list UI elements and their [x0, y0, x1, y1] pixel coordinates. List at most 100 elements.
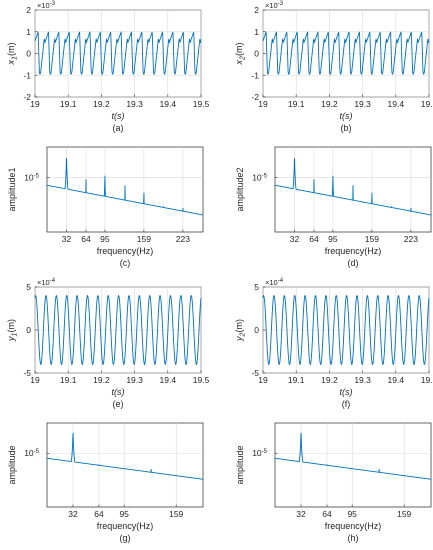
- x-tick-label: 19.4: [160, 375, 177, 385]
- axis-exponent: ×10-4: [37, 278, 56, 287]
- x-tick-label: 19: [258, 99, 268, 109]
- y-tick-label: 10-5: [24, 448, 39, 458]
- axis-exponent: ×10-3: [265, 1, 284, 10]
- x-tick-label: 95: [328, 234, 338, 244]
- y-tick-power: -5: [262, 449, 268, 455]
- x-tick-label: 19.5: [193, 99, 210, 109]
- chart-e: 19 19.1 19.2 19.3 19.4 19.5 -5 0 5 ×10-4 y1(m) t(s)…: [6, 278, 210, 409]
- panel-caption: (c): [120, 258, 131, 268]
- y-label-subscript: 2: [240, 56, 247, 61]
- x-axis-label: frequency(Hz): [97, 521, 154, 531]
- axis-exponent: ×10-4: [265, 278, 284, 287]
- x-tick-label: 95: [347, 509, 357, 519]
- x-axis-label: t(s): [112, 387, 125, 397]
- y-tick-label: 2: [254, 5, 259, 15]
- chart-b: 1919.119.219.319.419.5-2-1012×10-3x2(m)t…: [234, 1, 433, 133]
- x-tick-label: 19.1: [288, 99, 305, 109]
- x-tick-label: 19: [258, 375, 268, 385]
- x-axis-label: frequency(Hz): [325, 521, 382, 531]
- x-tick-label: 19.5: [421, 99, 433, 109]
- y-label-subscript: 1: [12, 332, 19, 336]
- x-axis-label: t(s): [340, 111, 353, 121]
- x-tick-label: 19.4: [388, 375, 405, 385]
- x-tick-label: 19.2: [93, 99, 110, 109]
- chart-g: 32 64 95 159 10-5 amplitude frequency(Hz) (g): [7, 422, 204, 543]
- series-line: [46, 158, 204, 216]
- series-line: [262, 31, 430, 75]
- x-tick-label: 64: [309, 234, 319, 244]
- panel-caption: (b): [341, 123, 352, 133]
- x-tick-label: 223: [176, 234, 190, 244]
- x-tick-label: 64: [322, 509, 332, 519]
- y-tick-label: 0: [26, 49, 31, 59]
- x-tick-label: 19.3: [126, 99, 143, 109]
- y-tick-power: -5: [262, 174, 268, 180]
- x-tick-label: 159: [365, 234, 379, 244]
- panel-caption: (e): [113, 399, 124, 409]
- y-axis-label: y2(m): [234, 319, 247, 342]
- x-axis-label: t(s): [340, 387, 353, 397]
- y-label-subscript: 1: [12, 56, 19, 60]
- y-axis-label: y1(m): [6, 319, 19, 342]
- panel-caption: (d): [348, 258, 359, 268]
- y-tick-label: -2: [23, 92, 31, 102]
- y-tick-label: -5: [251, 368, 259, 378]
- axis-exponent-power: -4: [278, 278, 284, 284]
- x-tick-label: 19: [30, 99, 40, 109]
- y-tick-label: 1: [254, 27, 259, 37]
- x-tick-label: 19.1: [288, 375, 305, 385]
- chart-h: 32 64 95 159 10-5 amplitude frequency(Hz) (h): [235, 422, 432, 543]
- x-tick-label: 32: [290, 234, 300, 244]
- x-tick-label: 19.2: [93, 375, 110, 385]
- y-tick-label: 1: [26, 27, 31, 37]
- y-tick-label: 0: [254, 325, 259, 335]
- chart-d: 32 64 95 159 223 10-5 amplitude2 frequency(Hz) (…: [235, 146, 432, 268]
- y-label-unit: (m): [6, 319, 16, 333]
- series-line: [46, 432, 204, 480]
- y-tick-label: 2: [26, 5, 31, 15]
- x-tick-label: 95: [119, 509, 129, 519]
- y-label-unit: (m): [234, 43, 244, 57]
- x-tick-label: 19.5: [193, 375, 210, 385]
- y-tick-label: 10-5: [252, 173, 267, 183]
- x-tick-label: 223: [404, 234, 418, 244]
- y-tick-power: -5: [34, 174, 40, 180]
- y-label-unit: (m): [6, 43, 16, 57]
- axis-exponent-power: -3: [50, 1, 56, 7]
- y-axis-label: x1(m): [6, 43, 19, 66]
- y-tick-label: -1: [251, 70, 259, 80]
- y-tick-label: 0: [26, 325, 31, 335]
- x-tick-label: 32: [296, 509, 306, 519]
- plot-area: [46, 422, 204, 508]
- plot-area: [274, 422, 432, 508]
- y-label-unit: (m): [234, 319, 244, 333]
- series-line: [262, 294, 430, 366]
- x-tick-label: 159: [169, 509, 183, 519]
- y-tick-label: 5: [26, 282, 31, 292]
- y-label-main: x: [234, 59, 244, 65]
- y-tick-label: 0: [254, 49, 259, 59]
- y-label-subscript: 2: [240, 332, 247, 337]
- y-tick-label: 5: [254, 282, 259, 292]
- x-tick-label: 32: [68, 509, 78, 519]
- y-axis-label: amplitude1: [7, 167, 17, 211]
- x-tick-label: 32: [62, 234, 72, 244]
- panel-caption: (f): [342, 399, 351, 409]
- x-tick-label: 19.2: [321, 375, 338, 385]
- x-tick-label: 19.4: [160, 99, 177, 109]
- y-label-main: y: [6, 336, 16, 342]
- axis-exponent-power: -3: [278, 1, 284, 7]
- x-tick-label: 19.3: [126, 375, 143, 385]
- x-tick-label: 64: [94, 509, 104, 519]
- x-tick-label: 95: [100, 234, 110, 244]
- x-tick-label: 19: [30, 375, 40, 385]
- x-tick-label: 19.5: [421, 375, 433, 385]
- y-tick-label: 10-5: [24, 173, 39, 183]
- y-tick-label: -1: [23, 70, 31, 80]
- chart-f: 19 19.1 19.2 19.3 19.4 19.5 -5 0 5 ×10-4 y2(m) t(s)…: [234, 278, 433, 409]
- x-tick-label: 19.1: [60, 99, 77, 109]
- x-tick-label: 19.2: [321, 99, 338, 109]
- y-axis-label: amplitude: [235, 445, 245, 484]
